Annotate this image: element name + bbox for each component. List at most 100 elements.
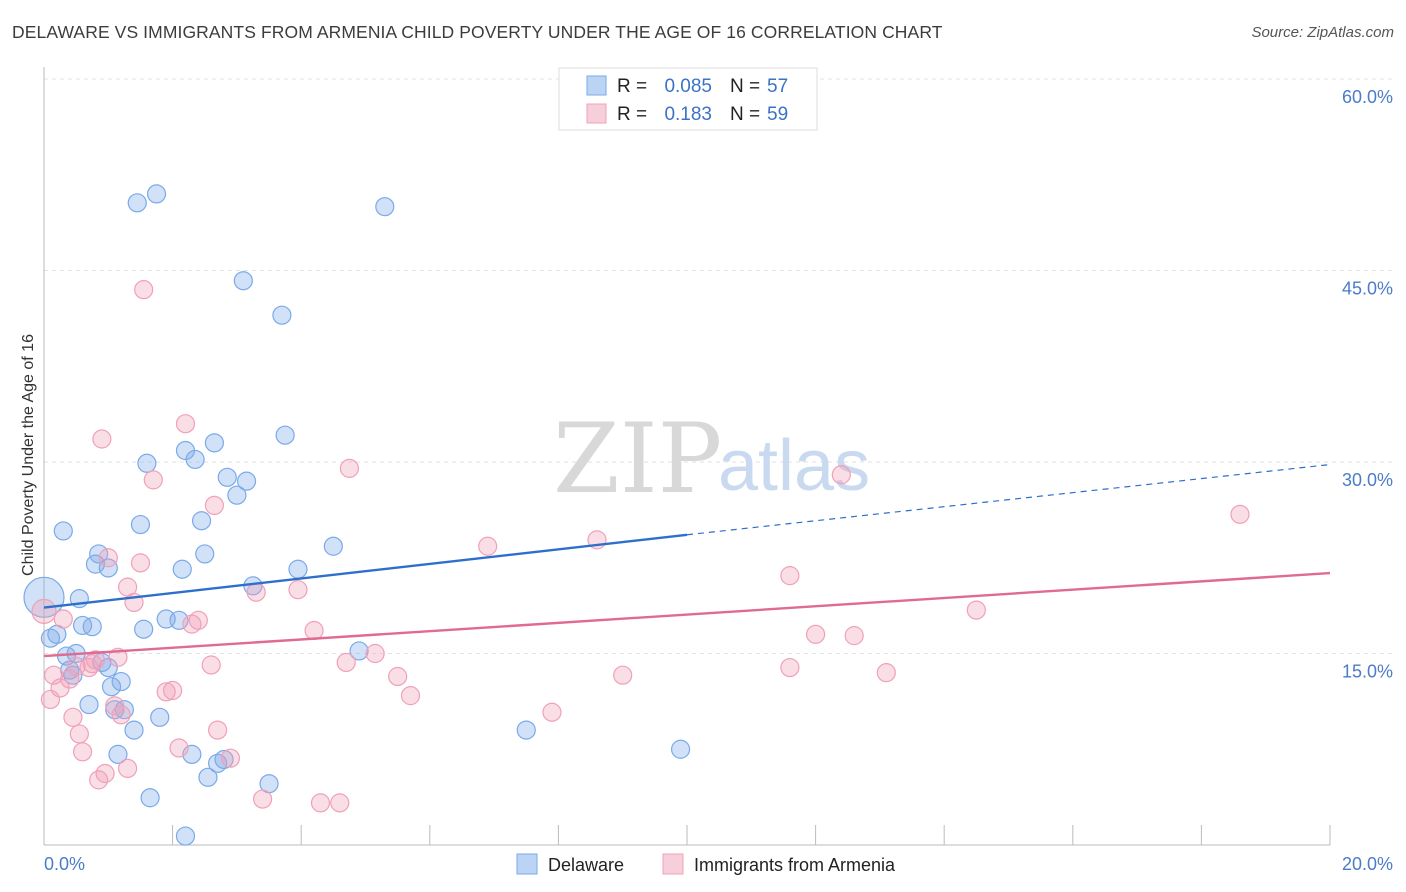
- point-series0-12: [89, 544, 109, 564]
- point-series1-28: [169, 738, 189, 758]
- point-series0-8: [72, 615, 93, 636]
- point-series1-57: [966, 600, 986, 620]
- point-series1-53: [805, 624, 826, 644]
- y-axis-label: Child Poverty Under the Age of 16: [20, 334, 37, 576]
- point-series0-18: [111, 671, 131, 692]
- point-series1-58: [1230, 504, 1250, 524]
- point-series1-35: [220, 748, 241, 768]
- watermark: ZIP atlas: [553, 403, 870, 515]
- point-series1-42: [336, 652, 356, 673]
- point-series0-25: [140, 788, 160, 808]
- point-series0-29: [169, 610, 189, 630]
- point-series1-51: [780, 566, 800, 586]
- point-series0-14: [98, 558, 118, 578]
- chart-title: DELAWARE VS IMMIGRANTS FROM ARMENIA CHIL…: [12, 22, 943, 42]
- gridlines: [44, 78, 1395, 654]
- point-series1-54: [831, 465, 851, 485]
- point-series0-54: [670, 739, 691, 759]
- point-series1-32: [201, 655, 221, 675]
- point-series0-21: [127, 193, 147, 213]
- point-series0-43: [233, 271, 253, 291]
- point-series1-29: [175, 414, 196, 434]
- point-series0-53: [516, 720, 536, 740]
- y-tick-label-2: 45.0%: [1342, 279, 1393, 299]
- point-series0-26: [146, 184, 167, 204]
- point-series1-4: [53, 609, 73, 629]
- bottom-legend-label-0: Delaware: [548, 855, 624, 875]
- point-series1-56: [876, 663, 896, 683]
- y-tick-label-3: 60.0%: [1342, 87, 1393, 107]
- point-series1-47: [478, 536, 498, 556]
- y-tick-label-0: 15.0%: [1342, 662, 1393, 682]
- source-credit: Source: ZipAtlas.com: [1251, 24, 1394, 41]
- point-series1-48: [542, 702, 562, 722]
- watermark-atlas: atlas: [718, 426, 870, 506]
- legend: R = 0.085 N = 57 R = 0.183 N = 59: [558, 67, 818, 131]
- point-series0-40: [214, 749, 234, 770]
- point-series0-50: [323, 536, 343, 556]
- point-series0-20: [124, 720, 144, 740]
- point-series1-55: [844, 626, 864, 646]
- bottom-legend: Delaware Immigrants from Armenia: [516, 853, 896, 875]
- point-series0-52: [375, 197, 395, 217]
- point-series1-16: [98, 548, 118, 568]
- point-series0-9: [79, 694, 99, 715]
- point-series0-48: [275, 425, 295, 445]
- point-series0-44: [236, 471, 257, 491]
- point-series1-25: [143, 470, 163, 490]
- x-tick-label-0: 0.0%: [44, 854, 85, 874]
- legend-r-value-1: 0.183: [664, 104, 712, 125]
- point-series1-26: [156, 682, 176, 702]
- point-series1-45: [388, 666, 408, 687]
- x-tick-labels: 0.0% 20.0%: [44, 854, 1393, 874]
- legend-swatch-0: [586, 75, 607, 96]
- data-points: [23, 184, 1250, 846]
- trend-line-extension-series0: [686, 463, 1331, 536]
- point-series0-17: [108, 744, 128, 764]
- point-series0-27: [150, 707, 170, 727]
- legend-n-value-0: 57: [767, 76, 788, 97]
- point-series0-49: [288, 559, 308, 579]
- point-series1-19: [111, 705, 131, 725]
- point-series0-3: [53, 521, 73, 541]
- point-series0-19: [114, 700, 134, 720]
- point-series0-36: [195, 544, 215, 564]
- point-series0-37: [198, 767, 218, 787]
- point-series1-38: [288, 580, 308, 600]
- point-series1-44: [365, 643, 385, 664]
- point-series1-12: [85, 650, 106, 670]
- point-series1-9: [72, 742, 93, 762]
- point-series1-27: [163, 680, 183, 701]
- point-series0-22: [130, 514, 151, 535]
- legend-n-label-1: N =: [730, 104, 760, 125]
- point-series1-39: [304, 620, 324, 641]
- y-tick-label-1: 30.0%: [1342, 470, 1393, 490]
- trend-lines: [43, 463, 1331, 658]
- point-series0-10: [82, 617, 102, 637]
- legend-n-label-0: N =: [730, 76, 760, 97]
- y-tick-labels: 15.0% 30.0% 45.0% 60.0%: [1342, 87, 1393, 682]
- watermark-zip: ZIP: [553, 403, 722, 515]
- point-series0-15: [101, 677, 122, 697]
- point-series1-46: [400, 686, 421, 706]
- point-series1-40: [310, 793, 331, 813]
- point-series0-38: [204, 433, 224, 453]
- legend-n-value-1: 59: [767, 104, 788, 125]
- point-series1-31: [188, 610, 208, 630]
- point-series0-41: [217, 467, 237, 487]
- bottom-legend-swatch-0: [516, 853, 538, 875]
- point-series0-51: [349, 641, 369, 661]
- trend-line-series0: [43, 533, 688, 609]
- legend-swatch-1: [586, 103, 607, 124]
- point-series1-14: [92, 429, 112, 449]
- point-series0-30: [172, 559, 192, 579]
- legend-r-value-0: 0.085: [664, 76, 712, 97]
- legend-r-label-1: R =: [617, 104, 647, 125]
- point-series0-23: [134, 619, 154, 639]
- point-series0-35: [191, 511, 212, 531]
- point-series1-52: [780, 657, 800, 678]
- bottom-legend-swatch-1: [662, 853, 684, 875]
- point-series0-32: [175, 826, 196, 846]
- point-series1-6: [63, 707, 83, 727]
